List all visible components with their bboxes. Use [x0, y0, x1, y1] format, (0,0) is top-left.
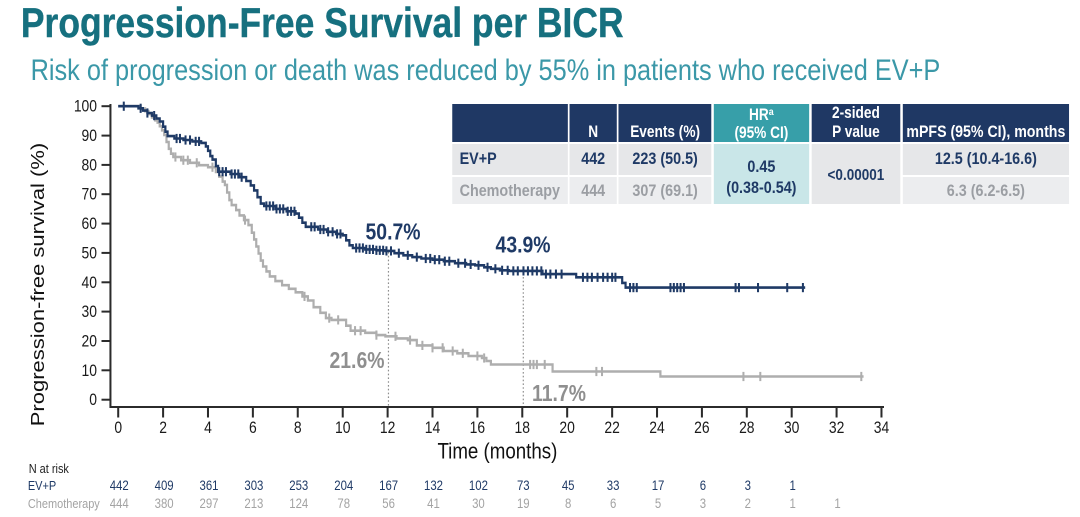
- svg-text:28: 28: [739, 419, 754, 437]
- svg-text:50.7%: 50.7%: [366, 219, 421, 245]
- svg-text:8: 8: [294, 419, 302, 437]
- svg-text:21.6%: 21.6%: [329, 347, 384, 373]
- svg-text:90: 90: [82, 127, 97, 145]
- svg-text:50: 50: [82, 244, 97, 262]
- svg-text:10: 10: [335, 419, 350, 437]
- svg-text:20: 20: [82, 332, 97, 350]
- svg-text:4: 4: [204, 419, 212, 437]
- svg-text:6: 6: [249, 419, 257, 437]
- svg-text:16: 16: [470, 419, 485, 437]
- svg-text:30: 30: [784, 419, 799, 437]
- svg-text:70: 70: [82, 186, 97, 204]
- svg-text:11.7%: 11.7%: [532, 380, 586, 406]
- svg-text:18: 18: [515, 419, 530, 437]
- svg-text:22: 22: [604, 419, 619, 437]
- svg-text:43.9%: 43.9%: [496, 232, 551, 258]
- svg-text:0: 0: [89, 391, 97, 409]
- svg-text:12: 12: [380, 419, 395, 437]
- svg-text:2: 2: [159, 419, 167, 437]
- svg-text:100: 100: [74, 98, 97, 116]
- svg-text:30: 30: [82, 303, 97, 321]
- svg-text:14: 14: [425, 419, 441, 437]
- svg-text:24: 24: [649, 419, 665, 437]
- svg-text:80: 80: [82, 156, 97, 174]
- svg-text:34: 34: [874, 419, 890, 437]
- svg-text:Time (months): Time (months): [437, 439, 557, 464]
- svg-text:20: 20: [559, 419, 574, 437]
- svg-text:40: 40: [82, 274, 97, 292]
- svg-text:0: 0: [114, 419, 122, 437]
- svg-text:Progression-free survival (%): Progression-free survival (%): [29, 143, 49, 427]
- svg-text:26: 26: [694, 419, 709, 437]
- svg-text:60: 60: [82, 215, 97, 233]
- svg-text:32: 32: [829, 419, 844, 437]
- svg-text:10: 10: [82, 362, 97, 380]
